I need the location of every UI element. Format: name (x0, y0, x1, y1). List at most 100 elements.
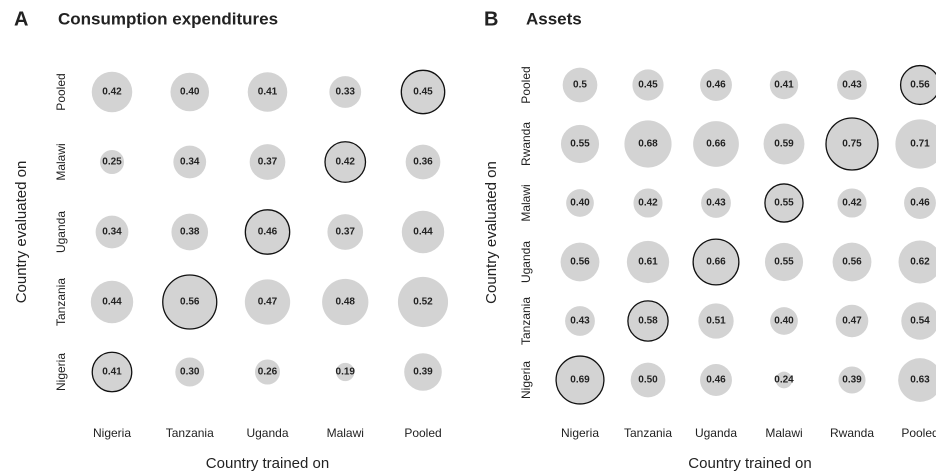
value-label: 0.56 (842, 257, 862, 268)
value-label: 0.55 (774, 257, 794, 268)
value-label: 0.34 (102, 227, 122, 238)
value-label: 0.39 (413, 367, 433, 378)
value-label: 0.44 (413, 227, 433, 238)
bubble (630, 362, 666, 398)
x-tick-label: Nigeria (561, 426, 599, 440)
x-tick-label: Tanzania (624, 426, 672, 440)
value-label: 0.5 (573, 80, 587, 91)
value-label: 0.30 (180, 367, 200, 378)
value-label: 0.42 (638, 198, 658, 209)
y-tick-label: Tanzania (519, 297, 533, 345)
bubble (770, 307, 798, 335)
bubble (701, 188, 731, 218)
y-tick-label: Pooled (519, 66, 533, 103)
value-label: 0.54 (910, 316, 930, 327)
value-label: 0.43 (570, 316, 590, 327)
bubble (173, 145, 207, 179)
bubble (404, 353, 442, 391)
bubble (565, 306, 595, 336)
y-tick-label: Pooled (54, 73, 68, 110)
bubble (91, 351, 133, 393)
value-label: 0.46 (910, 198, 930, 209)
bubble (322, 278, 369, 326)
value-label: 0.46 (706, 375, 726, 386)
value-label: 0.47 (258, 297, 278, 308)
bubble (832, 242, 872, 282)
value-label: 0.56 (570, 257, 590, 268)
value-label: 0.59 (774, 139, 794, 150)
bubble (775, 371, 793, 389)
bubble (838, 366, 866, 394)
bubble (244, 209, 291, 255)
value-label: 0.41 (102, 367, 122, 378)
bubble (899, 64, 936, 106)
value-label: 0.46 (258, 227, 278, 238)
value-label: 0.62 (910, 257, 930, 268)
value-label: 0.56 (910, 80, 930, 91)
bubble (764, 183, 804, 223)
bubble (692, 238, 740, 286)
y-tick-label: Malawi (54, 143, 68, 180)
value-label: 0.55 (570, 139, 590, 150)
value-label: 0.26 (258, 367, 278, 378)
value-label: 0.42 (336, 157, 356, 168)
x-tick-label: Nigeria (93, 426, 131, 440)
x-tick-label: Pooled (404, 426, 441, 440)
x-tick-label: Uganda (246, 426, 288, 440)
bubble (555, 355, 605, 405)
value-label: 0.38 (180, 227, 200, 238)
bubble (401, 210, 445, 254)
x-tick-label: Rwanda (830, 426, 874, 440)
bubble (624, 120, 672, 168)
value-label: 0.66 (706, 257, 726, 268)
x-axis-label: Country trained on (688, 455, 811, 472)
value-label: 0.71 (910, 139, 930, 150)
value-label: 0.43 (842, 80, 862, 91)
x-tick-label: Tanzania (166, 426, 214, 440)
value-label: 0.36 (413, 157, 433, 168)
y-axis-label: Country evaluated on (483, 161, 500, 304)
bubble (324, 141, 367, 183)
x-tick-label: Uganda (695, 426, 737, 440)
bubble (336, 362, 355, 382)
value-label: 0.41 (774, 80, 794, 91)
bubble (560, 124, 600, 164)
bubble (895, 119, 936, 169)
value-label: 0.34 (180, 157, 200, 168)
bubble (171, 213, 209, 251)
value-label: 0.48 (336, 297, 356, 308)
y-tick-label: Rwanda (519, 122, 533, 166)
y-axis-label: Country evaluated on (13, 161, 30, 304)
bubble (90, 280, 134, 324)
bubble (898, 240, 936, 284)
bubble (837, 188, 867, 218)
value-label: 0.46 (706, 80, 726, 91)
bubble (244, 279, 291, 325)
value-label: 0.43 (706, 198, 726, 209)
value-label: 0.55 (774, 198, 794, 209)
bubble (170, 72, 210, 112)
y-tick-label: Nigeria (519, 361, 533, 399)
bubble (175, 357, 205, 387)
value-label: 0.40 (774, 316, 794, 327)
value-label: 0.47 (842, 316, 862, 327)
bubble (91, 71, 133, 113)
bubble (254, 359, 281, 385)
chart-title: Consumption expenditures (58, 9, 278, 28)
value-label: 0.52 (413, 297, 433, 308)
bubble (405, 144, 441, 180)
bubble (247, 72, 288, 112)
bubble (904, 187, 936, 219)
y-tick-label: Malawi (519, 184, 533, 221)
chart-title: Assets (526, 9, 582, 28)
value-label: 0.37 (258, 157, 278, 168)
bubble (329, 76, 362, 108)
value-label: 0.50 (638, 375, 658, 386)
value-label: 0.40 (180, 87, 200, 98)
value-label: 0.45 (413, 87, 433, 98)
value-label: 0.63 (910, 375, 930, 386)
bubble (562, 67, 598, 103)
value-label: 0.40 (570, 198, 590, 209)
bubble (397, 276, 449, 328)
